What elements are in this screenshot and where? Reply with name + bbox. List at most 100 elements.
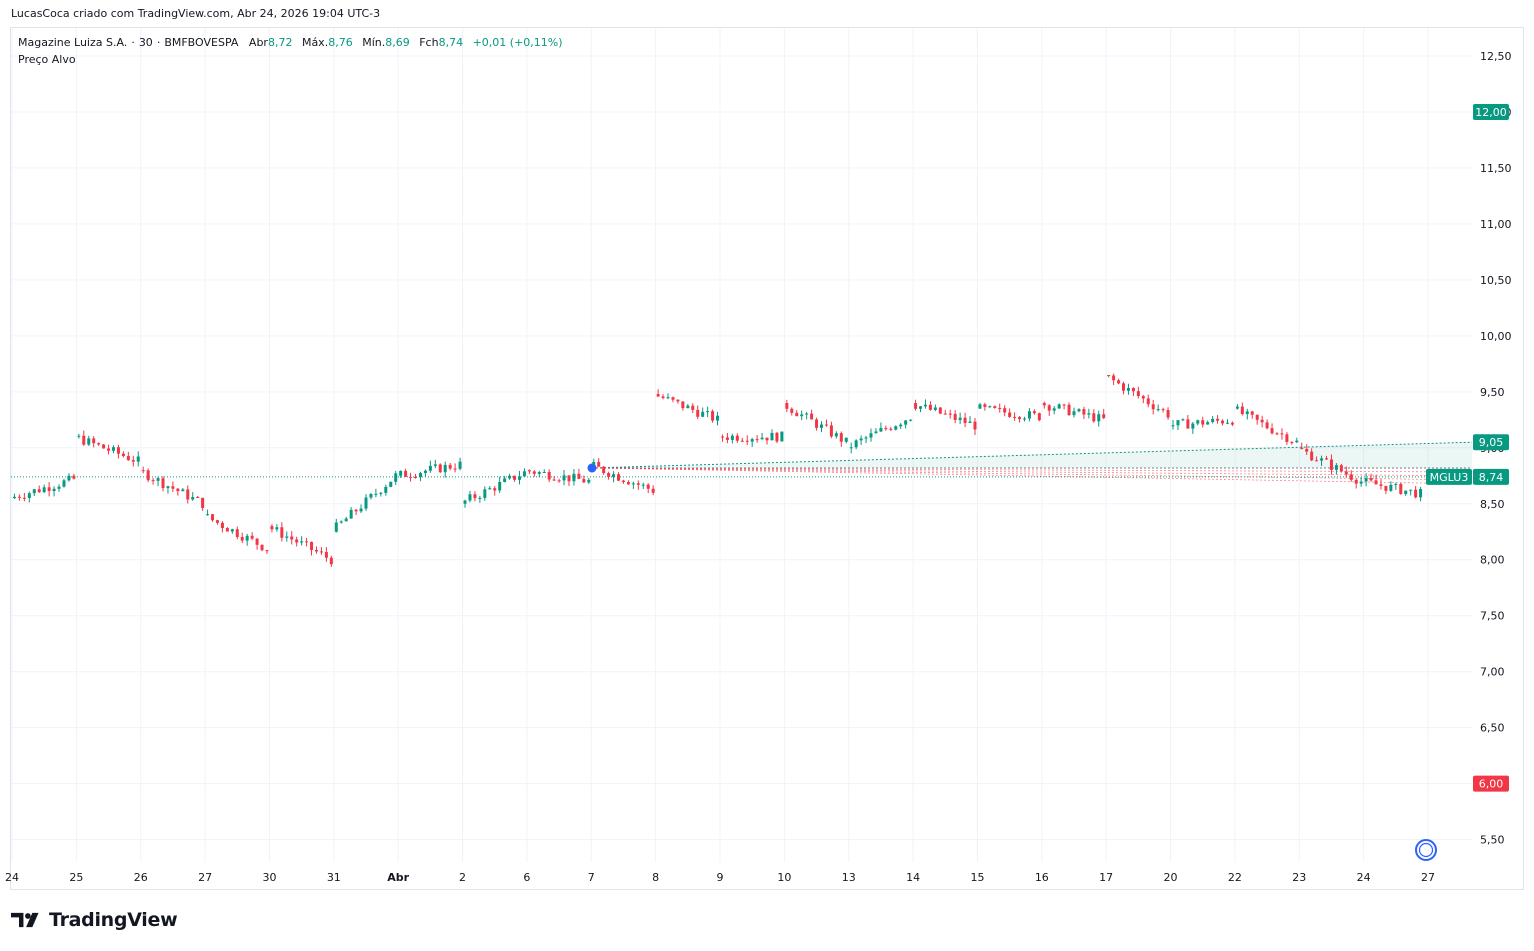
candle-body bbox=[716, 415, 720, 421]
candle-body bbox=[899, 424, 903, 427]
candle-body bbox=[983, 404, 987, 407]
legend-symbol-name[interactable]: Magazine Luiza S.A. bbox=[18, 36, 128, 49]
candle-body bbox=[1275, 433, 1279, 435]
time-tick-label: Abr bbox=[387, 871, 409, 884]
candle-body bbox=[428, 465, 432, 471]
time-tick-label: 24 bbox=[1357, 871, 1371, 884]
candle-body bbox=[686, 405, 690, 409]
candle-body bbox=[27, 493, 31, 499]
candle-body bbox=[943, 413, 947, 415]
candle-body bbox=[1186, 419, 1190, 429]
candle-body bbox=[418, 473, 422, 478]
price-tick-label: 5,50 bbox=[1480, 834, 1505, 847]
candle-body bbox=[998, 408, 1002, 410]
candle-body bbox=[1042, 403, 1046, 406]
candle-body bbox=[1027, 411, 1031, 419]
candle-body bbox=[631, 483, 635, 485]
candle-body bbox=[909, 419, 913, 421]
candle-body bbox=[1092, 413, 1096, 422]
candle-body bbox=[42, 487, 46, 493]
legend-interval[interactable]: 30 bbox=[138, 36, 153, 49]
symbol-badge-bg bbox=[1426, 468, 1472, 485]
target-low-line bbox=[591, 467, 1473, 481]
indicator-name[interactable]: Preço Alvo bbox=[18, 53, 76, 66]
legend-open-label: Abr bbox=[248, 36, 268, 49]
candle-body bbox=[1409, 489, 1413, 491]
legend-change: +0,01 (+0,11%) bbox=[472, 36, 563, 49]
candle-body bbox=[1136, 391, 1140, 397]
chart-legend: Magazine Luiza S.A. · 30 · BMFBOVESPA Abr8,7… bbox=[18, 34, 569, 68]
candle-body bbox=[1037, 413, 1041, 421]
time-tick-label: 13 bbox=[842, 871, 856, 884]
time-tick-label: 17 bbox=[1099, 871, 1113, 884]
candle-body bbox=[503, 478, 507, 482]
candle-body bbox=[1013, 416, 1017, 418]
candle-body bbox=[1097, 414, 1101, 422]
candle-body bbox=[706, 411, 710, 413]
target-upside-zone bbox=[592, 442, 1472, 468]
price-tick-label: 8,00 bbox=[1480, 554, 1505, 567]
candle-body bbox=[1339, 465, 1343, 472]
candle-body bbox=[617, 474, 621, 481]
candle-body bbox=[369, 493, 373, 498]
candle-body bbox=[1171, 425, 1175, 427]
candle-body bbox=[82, 435, 86, 445]
legend-ohlc-row: Magazine Luiza S.A. · 30 · BMFBOVESPA Abr8,7… bbox=[18, 34, 569, 51]
candle-body bbox=[1221, 420, 1225, 424]
time-tick-label: 15 bbox=[970, 871, 984, 884]
candle-body bbox=[567, 475, 571, 482]
candle-body bbox=[87, 438, 91, 445]
candle-body bbox=[498, 481, 502, 491]
candle-body bbox=[414, 476, 418, 478]
candle-body bbox=[696, 409, 700, 417]
candle-body bbox=[552, 479, 556, 481]
candle-body bbox=[359, 508, 363, 512]
tradingview-logo[interactable]: TradingView bbox=[11, 909, 178, 931]
candle-body bbox=[334, 522, 338, 532]
target-low-line bbox=[591, 467, 1473, 473]
candle-body bbox=[354, 509, 358, 512]
candle-body bbox=[364, 497, 368, 509]
candle-body bbox=[765, 437, 769, 441]
candle-body bbox=[587, 480, 591, 483]
candle-body bbox=[111, 447, 115, 451]
candle-body bbox=[577, 473, 581, 479]
target-avg-badge-bg bbox=[1473, 434, 1509, 451]
candle-body bbox=[52, 488, 56, 491]
candle-body bbox=[1003, 408, 1007, 413]
time-tick-label: 22 bbox=[1228, 871, 1242, 884]
candle-body bbox=[1310, 451, 1314, 461]
candle-body bbox=[701, 411, 705, 417]
candle-body bbox=[1008, 412, 1012, 417]
candle-body bbox=[636, 483, 640, 485]
candle-body bbox=[314, 550, 318, 552]
candle-body bbox=[1354, 479, 1358, 484]
candle-body bbox=[1235, 406, 1239, 409]
candle-body bbox=[824, 424, 828, 426]
target-avg-line bbox=[591, 441, 1473, 469]
candle-body bbox=[344, 518, 348, 522]
candle-body bbox=[879, 428, 883, 432]
candle-body bbox=[641, 484, 645, 486]
candle-body bbox=[612, 474, 616, 477]
candle-body bbox=[67, 475, 71, 481]
candle-body bbox=[864, 437, 868, 439]
candle-body bbox=[270, 526, 274, 530]
candle-body bbox=[300, 541, 304, 543]
candle-body bbox=[661, 396, 665, 399]
tradingview-logo-icon bbox=[11, 912, 39, 928]
candle-body bbox=[1022, 418, 1026, 420]
candle-body bbox=[656, 394, 660, 397]
candle-body bbox=[730, 435, 734, 440]
candle-body bbox=[102, 444, 106, 449]
candle-body bbox=[275, 527, 279, 530]
candle-body bbox=[562, 475, 566, 481]
candlestick-series bbox=[12, 373, 1423, 567]
target-origin-marker bbox=[587, 463, 597, 473]
candle-body bbox=[884, 428, 888, 430]
candle-body bbox=[161, 478, 165, 489]
candle-body bbox=[914, 403, 918, 409]
candle-body bbox=[626, 482, 630, 485]
target-high-badge-bg bbox=[1473, 103, 1509, 120]
